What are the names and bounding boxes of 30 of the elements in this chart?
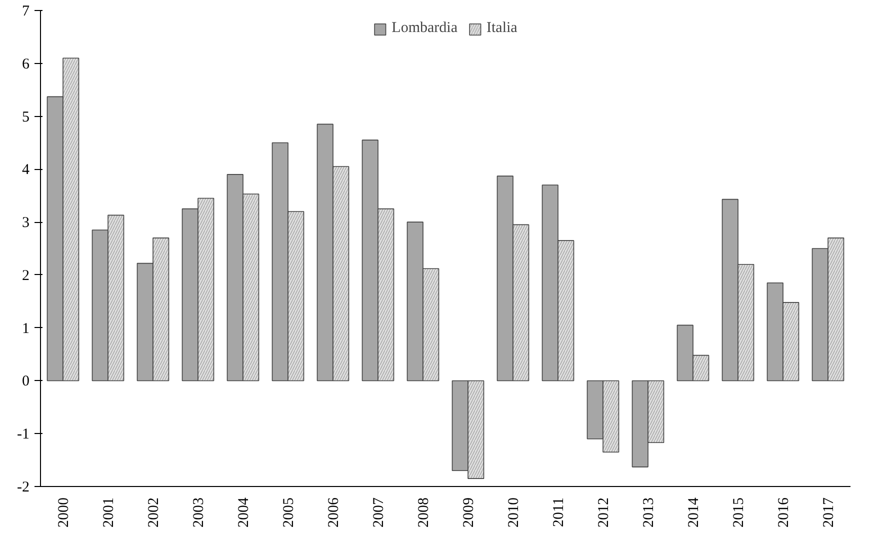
y-tick-label: -1 (17, 426, 30, 443)
x-tick-label: 2012 (596, 498, 612, 528)
x-tick-label: 2008 (416, 498, 432, 528)
x-tick-label: 2014 (686, 497, 702, 528)
x-tick-label: 2000 (56, 498, 72, 528)
x-tick-label: 2007 (371, 497, 387, 528)
y-tick-label: 2 (22, 268, 30, 284)
legend-label: Lombardia (392, 20, 458, 37)
x-tick-label: 2009 (461, 498, 477, 528)
y-tick-label: 3 (22, 215, 30, 232)
x-tick-label: 2006 (326, 497, 342, 528)
y-tick-label: 5 (22, 109, 30, 126)
x-tick-label: 2013 (641, 498, 657, 528)
y-tick-label: 7 (22, 4, 30, 20)
x-tick-label: 2001 (101, 498, 117, 528)
x-tick-label: 2015 (731, 498, 747, 528)
legend-label: Italia (486, 20, 518, 37)
x-tick-label: 2017 (821, 497, 837, 528)
x-tick-label: 2004 (236, 497, 252, 528)
y-tick-label: 0 (22, 374, 30, 390)
y-tick-label: 6 (22, 56, 30, 72)
x-tick-label: 2011 (551, 497, 567, 527)
y-tick-label: -2 (17, 480, 30, 496)
x-tick-label: 2010 (506, 498, 522, 528)
y-tick-label: 1 (22, 320, 30, 337)
x-tick-label: 2002 (146, 498, 162, 528)
y-tick-label: 4 (22, 162, 30, 178)
x-tick-label: 2003 (191, 498, 207, 528)
x-tick-label: 2016 (776, 497, 792, 528)
x-tick-label: 2005 (281, 498, 297, 528)
